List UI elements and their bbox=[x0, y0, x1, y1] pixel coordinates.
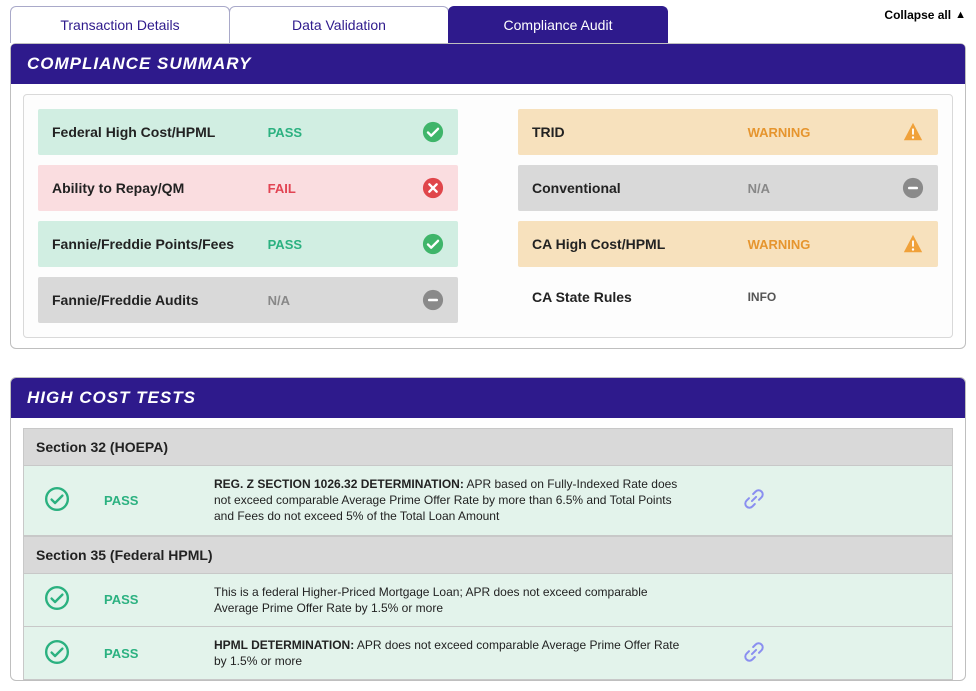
hc-description: REG. Z SECTION 1026.32 DETERMINATION: AP… bbox=[214, 476, 734, 525]
summary-label: Conventional bbox=[532, 180, 748, 196]
high-cost-panel: HIGH COST TESTS Section 32 (HOEPA)PASSRE… bbox=[10, 377, 966, 681]
hc-description: This is a federal Higher-Priced Mortgage… bbox=[214, 584, 734, 616]
summary-row[interactable]: Ability to Repay/QMFAIL bbox=[38, 165, 458, 211]
summary-status: N/A bbox=[268, 293, 386, 308]
hc-row: PASSHPML DETERMINATION: APR does not exc… bbox=[23, 627, 953, 680]
summary-column-left: Federal High Cost/HPMLPASSAbility to Rep… bbox=[38, 109, 458, 323]
top-bar: Transaction Details Data Validation Compli… bbox=[0, 0, 976, 43]
pass-icon bbox=[422, 233, 444, 255]
summary-label: Fannie/Freddie Points/Fees bbox=[52, 236, 268, 252]
hc-status: PASS bbox=[104, 493, 214, 508]
high-cost-section: Section 32 (HOEPA)PASSREG. Z SECTION 102… bbox=[23, 428, 953, 680]
summary-label: Fannie/Freddie Audits bbox=[52, 292, 268, 308]
summary-row[interactable]: ConventionalN/A bbox=[518, 165, 938, 211]
summary-row[interactable]: Federal High Cost/HPMLPASS bbox=[38, 109, 458, 155]
tab-label: Compliance Audit bbox=[504, 17, 613, 33]
summary-label: Ability to Repay/QM bbox=[52, 180, 268, 196]
fail-icon bbox=[422, 177, 444, 199]
summary-status: N/A bbox=[748, 181, 866, 196]
tab-compliance-audit[interactable]: Compliance Audit bbox=[448, 6, 668, 43]
summary-row[interactable]: Fannie/Freddie Points/FeesPASS bbox=[38, 221, 458, 267]
collapse-all-label: Collapse all bbox=[884, 8, 951, 22]
summary-row[interactable]: CA State RulesINFO bbox=[518, 277, 938, 317]
summary-status: PASS bbox=[268, 237, 386, 252]
pass-icon bbox=[422, 121, 444, 143]
summary-label: CA State Rules bbox=[532, 289, 748, 305]
link-icon[interactable] bbox=[734, 642, 764, 665]
na-icon bbox=[902, 177, 924, 199]
hc-group-header[interactable]: Section 35 (Federal HPML) bbox=[23, 536, 953, 574]
hc-status: PASS bbox=[104, 646, 214, 661]
summary-row[interactable]: CA High Cost/HPMLWARNING bbox=[518, 221, 938, 267]
hc-status: PASS bbox=[104, 592, 214, 607]
warn-icon bbox=[902, 121, 924, 143]
link-icon[interactable] bbox=[734, 489, 764, 512]
summary-row[interactable]: Fannie/Freddie AuditsN/A bbox=[38, 277, 458, 323]
summary-status: FAIL bbox=[268, 181, 386, 196]
summary-status: PASS bbox=[268, 125, 386, 140]
summary-label: TRID bbox=[532, 124, 748, 140]
high-cost-title: HIGH COST TESTS bbox=[11, 378, 965, 418]
tab-strip: Transaction Details Data Validation Compli… bbox=[10, 6, 667, 43]
summary-status: WARNING bbox=[748, 237, 866, 252]
collapse-all-button[interactable]: Collapse all ▲ bbox=[884, 6, 966, 22]
summary-status: WARNING bbox=[748, 125, 866, 140]
collapse-caret-icon: ▲ bbox=[955, 9, 966, 21]
summary-row[interactable]: TRIDWARNING bbox=[518, 109, 938, 155]
summary-column-right: TRIDWARNINGConventionalN/ACA High Cost/H… bbox=[518, 109, 938, 323]
tab-label: Data Validation bbox=[292, 17, 386, 33]
hc-description: HPML DETERMINATION: APR does not exceed … bbox=[214, 637, 734, 669]
summary-label: CA High Cost/HPML bbox=[532, 236, 748, 252]
compliance-summary-title: COMPLIANCE SUMMARY bbox=[11, 44, 965, 84]
check-outline-icon bbox=[44, 585, 104, 614]
compliance-summary-panel: COMPLIANCE SUMMARY Federal High Cost/HPM… bbox=[10, 43, 966, 349]
hc-row: PASSREG. Z SECTION 1026.32 DETERMINATION… bbox=[23, 466, 953, 536]
warn-icon bbox=[902, 233, 924, 255]
summary-label: Federal High Cost/HPML bbox=[52, 124, 268, 140]
tab-transaction-details[interactable]: Transaction Details bbox=[10, 6, 230, 43]
na-icon bbox=[422, 289, 444, 311]
check-outline-icon bbox=[44, 486, 104, 515]
hc-row: PASSThis is a federal Higher-Priced Mort… bbox=[23, 574, 953, 627]
hc-group-header[interactable]: Section 32 (HOEPA) bbox=[23, 428, 953, 466]
compliance-summary-grid: Federal High Cost/HPMLPASSAbility to Rep… bbox=[38, 109, 938, 323]
compliance-summary-box: Federal High Cost/HPMLPASSAbility to Rep… bbox=[23, 94, 953, 338]
tab-data-validation[interactable]: Data Validation bbox=[229, 6, 449, 43]
check-outline-icon bbox=[44, 639, 104, 668]
summary-status: INFO bbox=[748, 290, 866, 304]
tab-label: Transaction Details bbox=[60, 17, 179, 33]
